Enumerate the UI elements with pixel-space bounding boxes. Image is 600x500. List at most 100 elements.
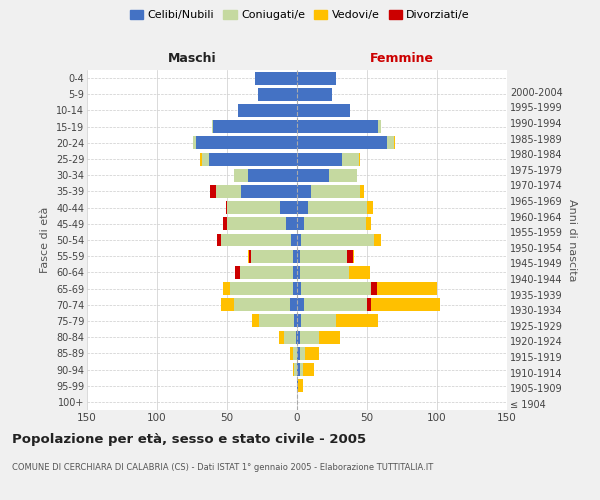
Bar <box>294 314 297 328</box>
Bar <box>196 136 297 149</box>
Bar <box>223 282 230 295</box>
Bar <box>297 136 386 149</box>
Bar <box>227 201 280 214</box>
Bar <box>235 266 239 279</box>
Bar <box>234 298 290 311</box>
Bar <box>297 88 332 101</box>
Bar <box>255 72 297 85</box>
Bar <box>347 250 353 262</box>
Bar <box>286 218 297 230</box>
Bar <box>250 250 251 262</box>
Bar <box>252 314 259 328</box>
Bar <box>300 330 319 344</box>
Bar <box>336 314 378 328</box>
Bar <box>234 169 248 181</box>
Bar <box>297 152 342 166</box>
Text: Popolazione per età, sesso e stato civile - 2005: Popolazione per età, sesso e stato civil… <box>12 432 366 446</box>
Bar <box>349 266 370 279</box>
Bar <box>360 185 364 198</box>
Text: COMUNE DI CERCHIARA DI CALABRIA (CS) - Dati ISTAT 1° gennaio 2005 - Elaborazione: COMUNE DI CERCHIARA DI CALABRIA (CS) - D… <box>12 462 433 471</box>
Bar <box>305 347 319 360</box>
Y-axis label: Anni di nascita: Anni di nascita <box>566 198 577 281</box>
Text: Maschi: Maschi <box>167 52 217 65</box>
Bar <box>239 266 293 279</box>
Bar <box>237 266 239 279</box>
Bar <box>342 152 359 166</box>
Bar <box>220 234 221 246</box>
Bar <box>365 218 371 230</box>
Bar <box>297 201 308 214</box>
Bar <box>226 218 227 230</box>
Bar <box>367 298 371 311</box>
Bar <box>193 136 196 149</box>
Bar <box>301 314 336 328</box>
Bar <box>226 201 227 214</box>
Bar <box>297 120 378 133</box>
Bar <box>226 201 227 214</box>
Bar <box>212 120 213 133</box>
Bar <box>209 152 297 166</box>
Bar <box>386 136 394 149</box>
Bar <box>371 282 377 295</box>
Bar <box>248 250 251 262</box>
Bar <box>367 201 373 214</box>
Bar <box>301 234 374 246</box>
Y-axis label: Fasce di età: Fasce di età <box>40 207 50 273</box>
Bar <box>293 266 297 279</box>
Legend: Celibi/Nubili, Coniugati/e, Vedovi/e, Divorziati/e: Celibi/Nubili, Coniugati/e, Vedovi/e, Di… <box>125 6 475 25</box>
Bar <box>279 330 284 344</box>
Bar <box>217 234 221 246</box>
Bar <box>311 185 360 198</box>
Bar <box>301 282 371 295</box>
Bar <box>296 330 297 344</box>
Bar <box>374 234 381 246</box>
Bar <box>297 314 301 328</box>
Bar <box>304 218 365 230</box>
Bar <box>297 169 329 181</box>
Bar <box>290 298 297 311</box>
Bar <box>367 298 440 311</box>
Bar <box>297 298 304 311</box>
Bar <box>300 250 347 262</box>
Bar <box>230 282 293 295</box>
Bar <box>216 185 241 198</box>
Bar <box>297 266 300 279</box>
Bar <box>300 347 305 360</box>
Bar <box>297 250 300 262</box>
Bar <box>329 169 357 181</box>
Bar <box>221 234 292 246</box>
Bar <box>248 169 297 181</box>
Bar <box>290 347 293 360</box>
Bar <box>213 120 297 133</box>
Bar <box>304 298 367 311</box>
Bar <box>297 282 301 295</box>
Bar <box>297 347 300 360</box>
Bar <box>241 185 297 198</box>
Text: Femmine: Femmine <box>370 52 434 65</box>
Bar <box>259 314 294 328</box>
Bar <box>251 250 293 262</box>
Bar <box>371 282 437 295</box>
Bar <box>300 363 302 376</box>
Bar <box>359 152 360 166</box>
Bar <box>292 234 297 246</box>
Bar <box>258 88 297 101</box>
Bar <box>227 218 286 230</box>
Bar <box>297 234 301 246</box>
Bar <box>293 363 294 376</box>
Bar <box>308 201 367 214</box>
Bar <box>302 363 314 376</box>
Bar <box>280 201 297 214</box>
Bar <box>297 104 350 117</box>
Bar <box>202 152 209 166</box>
Bar <box>294 363 297 376</box>
Bar <box>297 72 336 85</box>
Bar <box>319 330 340 344</box>
Bar <box>238 104 297 117</box>
Bar <box>297 330 300 344</box>
Bar <box>293 250 297 262</box>
Bar <box>293 347 297 360</box>
Bar <box>297 185 311 198</box>
Bar <box>221 298 234 311</box>
Bar <box>347 250 355 262</box>
